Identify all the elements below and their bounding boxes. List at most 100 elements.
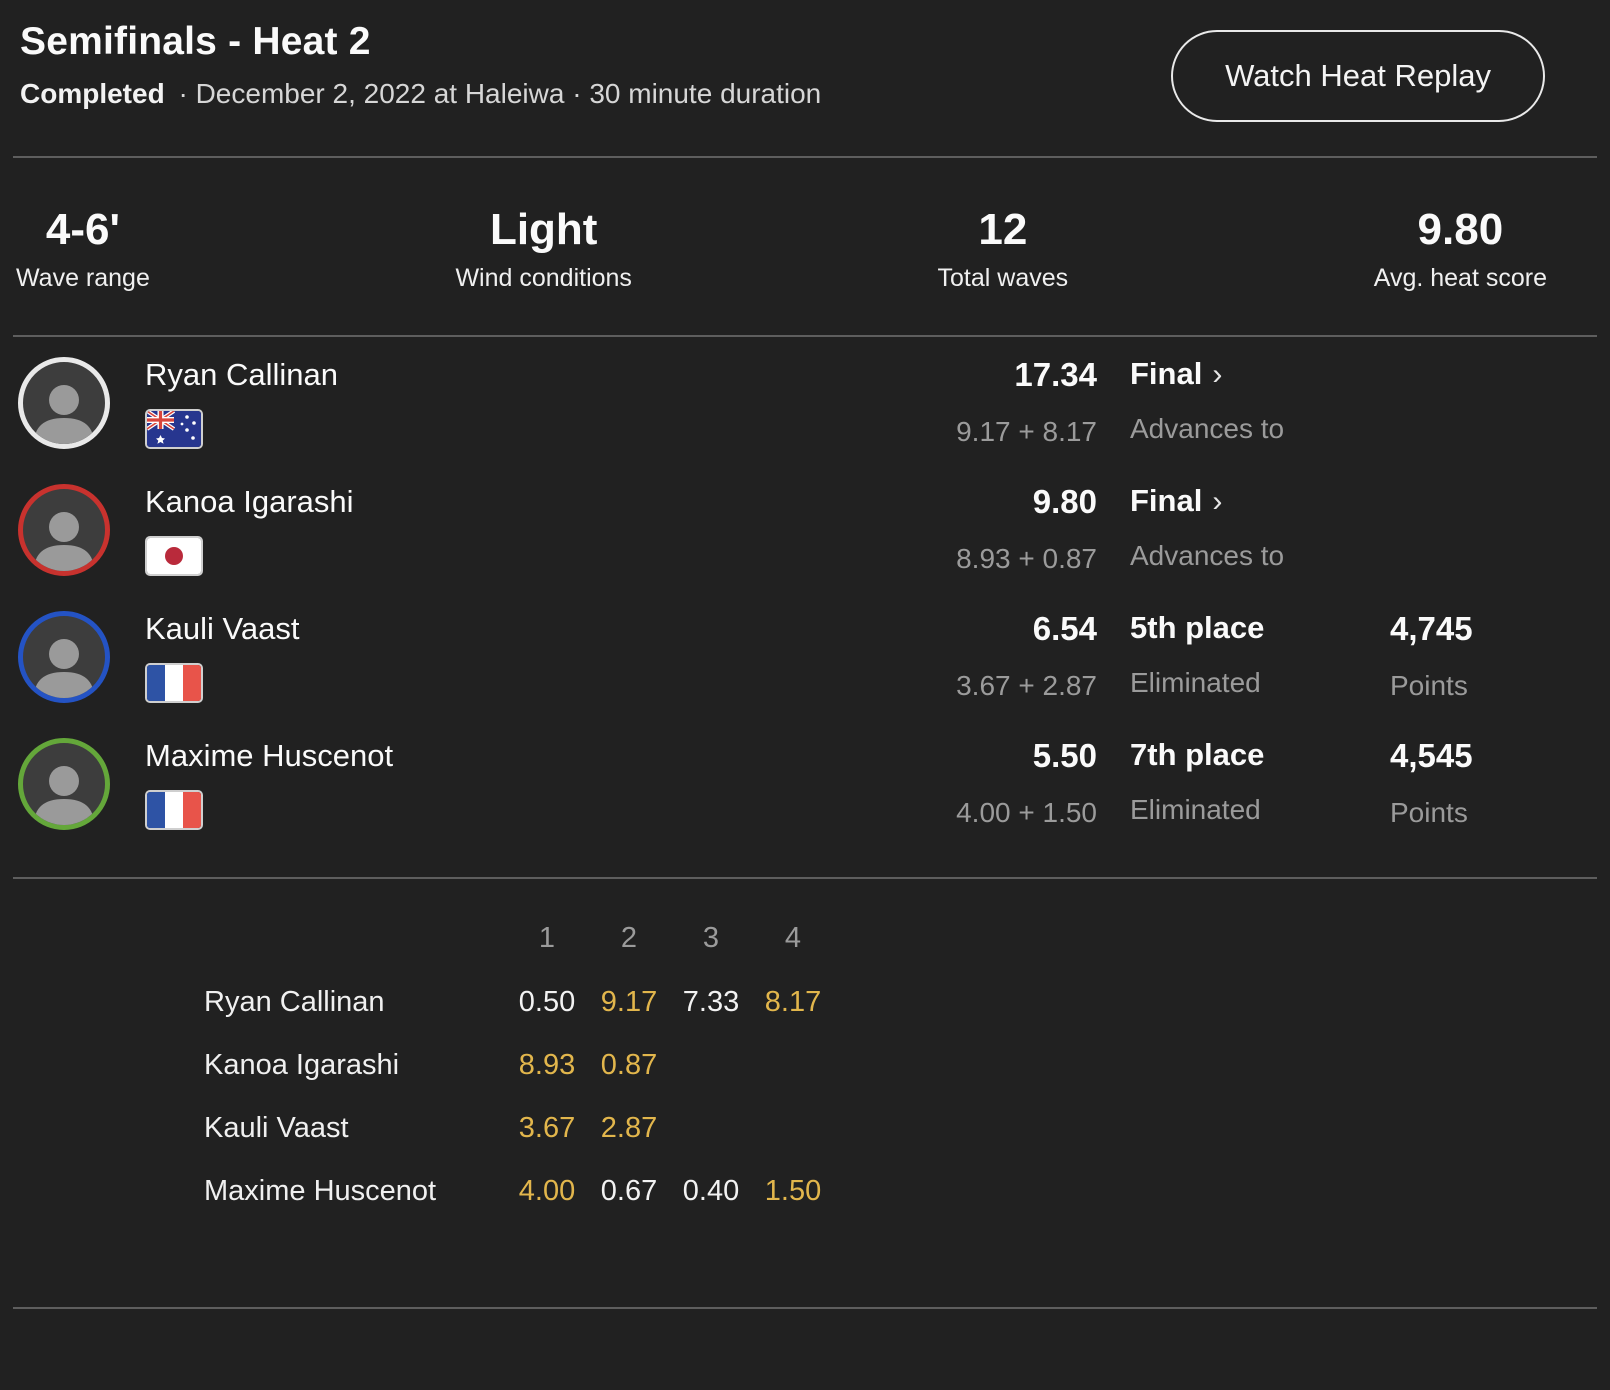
spacer bbox=[0, 1309, 1610, 1323]
status-text: 7th place bbox=[1130, 737, 1265, 773]
wave-table-surfer-name: Kanoa Igarashi bbox=[204, 1049, 400, 1082]
wave-score-table: 1 2 3 4 Ryan Callinan 0.50 9.17 7.33 8.1… bbox=[0, 879, 1610, 1223]
surfer-name[interactable]: Kanoa Igarashi bbox=[145, 484, 354, 520]
australia-flag-icon bbox=[145, 409, 203, 450]
status-text: Final bbox=[1130, 483, 1203, 519]
substatus-text: Eliminated bbox=[1130, 794, 1261, 826]
wave-score: 3.67 bbox=[518, 1112, 576, 1145]
substatus-text: Advances to bbox=[1130, 540, 1285, 572]
status-text: 5th place bbox=[1130, 610, 1265, 646]
person-photo-placeholder-icon bbox=[34, 766, 94, 826]
wave-score: 8.17 bbox=[764, 986, 822, 1019]
stat-label: Total waves bbox=[937, 264, 1069, 293]
surfer-results-list: Ryan Callinan bbox=[0, 337, 1610, 877]
avatar[interactable] bbox=[18, 611, 110, 704]
substatus-text: Eliminated bbox=[1130, 667, 1261, 699]
heat-total-score: 6.54 bbox=[1032, 610, 1097, 648]
surfer-row: Kanoa Igarashi 9.80 8.93 + 0.87 Final › A… bbox=[18, 484, 1550, 611]
surfer-row: Kauli Vaast 6.54 3.67 + 2.87 5th place E… bbox=[18, 611, 1550, 738]
heat-total-score: 17.34 bbox=[1014, 356, 1097, 394]
points-block: 4,545 Points bbox=[1390, 738, 1550, 828]
wave-table-row: Kanoa Igarashi 8.93 0.87 bbox=[204, 1034, 1610, 1097]
wave-score: 0.87 bbox=[600, 1049, 658, 1082]
divider bbox=[13, 156, 1597, 158]
stat-total-waves: 12 Total waves bbox=[937, 205, 1069, 293]
avatar[interactable] bbox=[18, 484, 110, 577]
stat-wind-conditions: Light Wind conditions bbox=[455, 205, 632, 293]
wave-number-header: 4 bbox=[784, 921, 802, 954]
wave-score: 9.17 bbox=[600, 986, 658, 1019]
heat-subtitle: Completed · December 2, 2022 at Haleiwa … bbox=[20, 78, 821, 110]
heat-status-badge: Completed bbox=[20, 78, 165, 109]
score-breakdown: 8.93 + 0.87 bbox=[956, 542, 1097, 574]
points-label: Points bbox=[1390, 796, 1468, 828]
person-photo-placeholder-icon bbox=[34, 639, 94, 699]
wave-table-surfer-name: Ryan Callinan bbox=[204, 986, 385, 1019]
stat-label: Wave range bbox=[16, 264, 150, 293]
japan-flag-icon bbox=[145, 536, 203, 577]
divider bbox=[13, 877, 1597, 880]
score-block: 9.80 8.93 + 0.87 bbox=[937, 484, 1097, 574]
wave-score: 2.87 bbox=[600, 1112, 658, 1145]
wave-score: 8.93 bbox=[518, 1049, 576, 1082]
stat-value: 9.80 bbox=[1417, 205, 1504, 254]
spacer bbox=[0, 1223, 1610, 1307]
heat-title-block: Semifinals - Heat 2 Completed · December… bbox=[20, 20, 821, 110]
score-breakdown: 9.17 + 8.17 bbox=[956, 415, 1097, 447]
wave-table-row: Maxime Huscenot 4.00 0.67 0.40 1.50 bbox=[204, 1160, 1610, 1223]
wave-table-surfer-name: Kauli Vaast bbox=[204, 1112, 349, 1145]
stat-avg-heat-score: 9.80 Avg. heat score bbox=[1373, 205, 1547, 293]
divider bbox=[13, 335, 1597, 338]
heat-total-score: 9.80 bbox=[1032, 483, 1097, 521]
points-block: 4,745 Points bbox=[1390, 611, 1550, 701]
divider bbox=[13, 1307, 1597, 1310]
points-label: Points bbox=[1390, 669, 1468, 701]
stat-value: 12 bbox=[978, 205, 1028, 254]
stat-label: Avg. heat score bbox=[1373, 264, 1547, 293]
wave-score: 4.00 bbox=[518, 1175, 576, 1208]
surfer-name[interactable]: Kauli Vaast bbox=[145, 611, 300, 647]
avatar[interactable] bbox=[18, 738, 110, 831]
points-block bbox=[1390, 357, 1550, 379]
surfer-identity: Maxime Huscenot bbox=[145, 738, 937, 831]
wave-score: 7.33 bbox=[682, 986, 740, 1019]
heat-stats-strip: 4-6' Wave range Light Wind conditions 12… bbox=[0, 158, 1610, 335]
surfer-name[interactable]: Maxime Huscenot bbox=[145, 738, 394, 774]
stat-label: Wind conditions bbox=[455, 264, 632, 293]
points-value: 4,745 bbox=[1390, 610, 1473, 648]
heat-header: Semifinals - Heat 2 Completed · December… bbox=[0, 0, 1610, 156]
points-block bbox=[1390, 484, 1550, 506]
wave-score: 0.40 bbox=[682, 1175, 740, 1208]
wave-score: 1.50 bbox=[764, 1175, 822, 1208]
watch-heat-replay-button[interactable]: Watch Heat Replay bbox=[1171, 30, 1545, 122]
surfer-identity: Ryan Callinan bbox=[145, 357, 937, 450]
points-value: 4,545 bbox=[1390, 737, 1473, 775]
surfer-identity: Kanoa Igarashi bbox=[145, 484, 937, 577]
status-block: Final › Advances to bbox=[1130, 484, 1390, 572]
stat-value: Light bbox=[489, 205, 598, 254]
person-photo-placeholder-icon bbox=[34, 512, 94, 572]
person-photo-placeholder-icon bbox=[34, 385, 94, 445]
next-heat-link[interactable]: Final › bbox=[1130, 356, 1390, 392]
heat-meta-text: · December 2, 2022 at Haleiwa · 30 minut… bbox=[178, 78, 822, 109]
score-breakdown: 3.67 + 2.87 bbox=[956, 669, 1097, 701]
chevron-right-icon: › bbox=[1212, 485, 1223, 519]
score-block: 5.50 4.00 + 1.50 bbox=[937, 738, 1097, 828]
wave-table-surfer-name: Maxime Huscenot bbox=[204, 1175, 437, 1208]
score-breakdown: 4.00 + 1.50 bbox=[956, 796, 1097, 828]
next-heat-link[interactable]: Final › bbox=[1130, 483, 1390, 519]
surfer-row: Maxime Huscenot 5.50 4.00 + 1.50 7th pla… bbox=[18, 738, 1550, 865]
page-title: Semifinals - Heat 2 bbox=[20, 20, 371, 63]
surfer-identity: Kauli Vaast bbox=[145, 611, 937, 704]
surfer-name[interactable]: Ryan Callinan bbox=[145, 357, 338, 393]
substatus-text: Advances to bbox=[1130, 413, 1285, 445]
chevron-right-icon: › bbox=[1212, 358, 1223, 392]
avatar[interactable] bbox=[18, 357, 110, 450]
stat-wave-range: 4-6' Wave range bbox=[16, 205, 150, 293]
wave-number-header: 3 bbox=[702, 921, 720, 954]
stat-value: 4-6' bbox=[45, 205, 120, 254]
status-block: Final › Advances to bbox=[1130, 357, 1390, 445]
status-text: Final bbox=[1130, 356, 1203, 392]
wave-score: 0.67 bbox=[600, 1175, 658, 1208]
